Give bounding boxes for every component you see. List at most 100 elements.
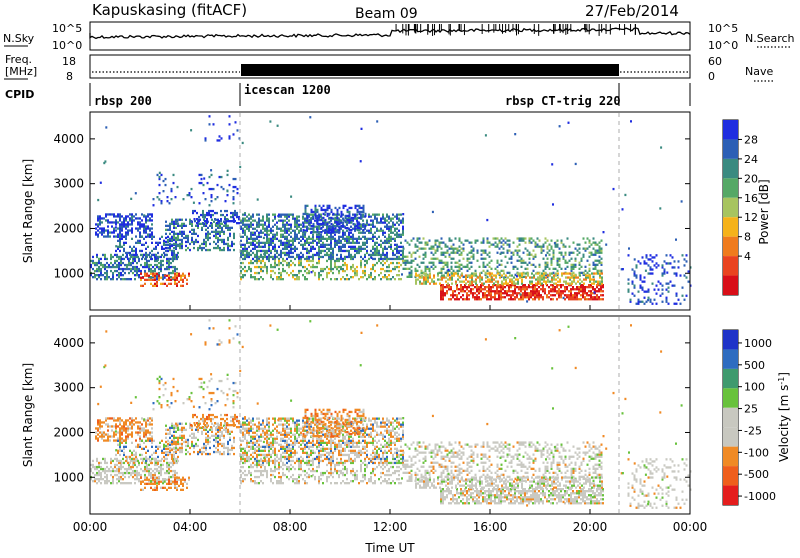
power-cell — [380, 218, 382, 220]
power-cell — [318, 262, 320, 264]
power-cell — [346, 274, 348, 276]
velocity-cell — [123, 452, 125, 454]
power-cell — [458, 292, 460, 294]
velocity-cell — [145, 462, 147, 464]
power-cell — [129, 252, 131, 254]
power-cell — [128, 264, 130, 266]
velocity-cell — [138, 464, 140, 466]
power-cell — [507, 244, 509, 246]
power-cell — [163, 252, 165, 254]
power-cell — [168, 266, 170, 268]
power-cell — [164, 268, 166, 270]
power-cell — [527, 250, 529, 252]
power-cell — [139, 242, 141, 244]
power-cell — [380, 254, 382, 256]
power-cell — [148, 268, 150, 270]
velocity-cell — [128, 468, 130, 470]
power-cell — [260, 242, 262, 244]
power-cell — [292, 276, 294, 278]
power-cell — [306, 250, 308, 252]
power-cell — [250, 242, 252, 244]
power-cell — [497, 262, 499, 264]
power-cell — [174, 254, 176, 256]
velocity-cell — [130, 472, 132, 474]
power-cell — [480, 298, 482, 300]
power-cell — [386, 270, 388, 272]
power-cell — [312, 236, 314, 238]
power-cell — [672, 266, 674, 268]
power-cell — [382, 242, 384, 244]
power-cell — [384, 274, 386, 276]
power-cell — [442, 284, 444, 286]
power-cell — [348, 250, 350, 252]
power-cell — [334, 240, 336, 242]
power-cell — [209, 188, 211, 190]
power-cell — [382, 230, 384, 232]
power-cell — [161, 246, 163, 248]
power-cell — [634, 258, 636, 260]
power-cell — [168, 279, 170, 281]
power-cell — [582, 288, 584, 290]
power-cell — [313, 223, 315, 225]
power-cell — [451, 272, 453, 274]
power-cell — [577, 250, 579, 252]
power-cell — [161, 236, 163, 238]
power-cell — [560, 284, 562, 286]
power-cell — [142, 285, 144, 287]
velocity-cell — [162, 468, 164, 470]
power-cell — [362, 276, 364, 278]
velocity-cell — [121, 450, 123, 452]
power-cell — [175, 223, 177, 225]
velocity-cell — [111, 417, 113, 419]
power-cell — [378, 258, 380, 260]
velocity-cell — [160, 468, 162, 470]
velocity-cell — [124, 476, 126, 478]
power-cell — [252, 224, 254, 226]
power-cell — [282, 230, 284, 232]
velocity-cell — [145, 429, 147, 431]
power-cell — [589, 268, 591, 270]
power-cell — [392, 250, 394, 252]
power-cell — [384, 218, 386, 220]
power-cell — [348, 240, 350, 242]
power-cell — [294, 232, 296, 234]
power-cell — [98, 276, 100, 278]
power-cell — [112, 278, 114, 280]
power-cell — [106, 278, 108, 280]
power-cell — [350, 276, 352, 278]
power-cell — [274, 262, 276, 264]
velocity-cell — [100, 476, 102, 478]
power-cell — [324, 238, 326, 240]
power-cell — [348, 232, 350, 234]
power-cell — [469, 242, 471, 244]
power-cell — [684, 264, 686, 266]
power-cell — [218, 220, 220, 222]
power-cell — [536, 294, 538, 296]
power-cell — [141, 236, 143, 238]
velocity-cell — [139, 431, 141, 433]
power-cell — [286, 242, 288, 244]
power-cell — [595, 266, 597, 268]
power-cell — [425, 272, 427, 274]
power-cell — [455, 283, 457, 285]
power-cell — [531, 242, 533, 244]
power-cell — [326, 272, 328, 274]
power-cell — [374, 232, 376, 234]
power-cell — [423, 272, 425, 274]
power-cell — [386, 248, 388, 250]
power-cell — [451, 262, 453, 264]
power-cell — [199, 182, 201, 184]
power-cell — [233, 249, 235, 251]
power-cell — [384, 232, 386, 234]
velocity-cell — [133, 450, 135, 452]
velocity-cell — [174, 470, 176, 472]
power-cell — [544, 292, 546, 294]
velocity-cell — [131, 419, 133, 421]
power-cell — [423, 237, 425, 239]
power-cell — [312, 264, 314, 266]
power-cell — [652, 283, 654, 285]
power-cell — [332, 250, 334, 252]
power-cell — [372, 278, 374, 280]
power-cell — [200, 214, 202, 216]
power-cell — [441, 262, 443, 264]
